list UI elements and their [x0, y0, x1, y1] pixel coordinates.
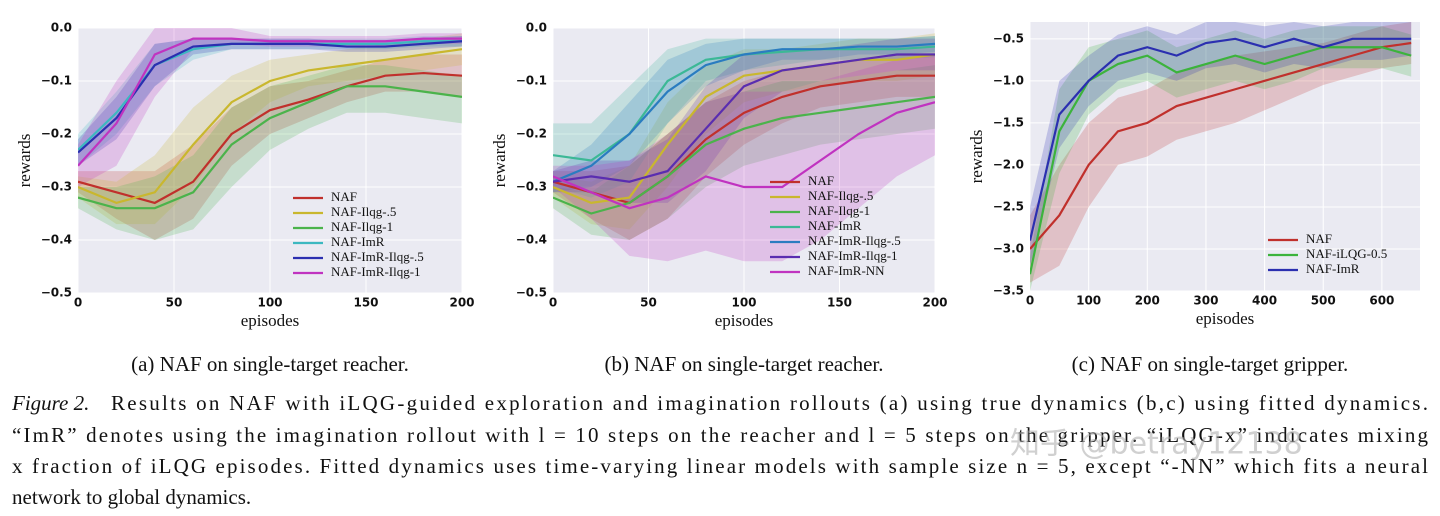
legend-label: NAF-ImR-NN: [808, 263, 885, 278]
y-tick-label: −3.5: [993, 284, 1024, 298]
caption-line: Results on NAF with iLQG-guided explorat…: [111, 391, 1428, 415]
line: [553, 53, 935, 183]
x-tick-label: 100: [257, 296, 282, 310]
x-tick-label: 50: [166, 296, 183, 310]
line: [553, 101, 935, 210]
line: [78, 40, 462, 154]
y-tick-label: 0.0: [526, 21, 547, 35]
y-tick-label: −0.1: [516, 74, 547, 88]
legend-label: NAF-ImR-Ilqg-1: [331, 264, 421, 279]
y-tick-label: −0.4: [516, 233, 547, 247]
y-tick-label: −0.2: [41, 127, 72, 141]
x-tick-label: 100: [1076, 294, 1101, 308]
line: [553, 42, 935, 183]
watermark: 知乎 @betray12138: [1010, 427, 1303, 462]
y-tick-label: −0.5: [41, 286, 72, 300]
error-band: [553, 54, 935, 240]
y-tick-label: −0.3: [516, 180, 547, 194]
y-tick-label: −0.2: [516, 127, 547, 141]
legend-label: NAF-ImR: [331, 234, 385, 249]
legend-label: NAF: [808, 173, 834, 188]
error-band: [78, 54, 462, 240]
legend-label: NAF-Ilqg-1: [808, 203, 870, 218]
error-band: [78, 33, 462, 225]
x-tick-label: 200: [1135, 294, 1160, 308]
line: [78, 37, 462, 167]
x-tick-label: 200: [922, 296, 947, 310]
x-tick-label: 150: [353, 296, 378, 310]
line: [78, 48, 462, 205]
error-band: [1030, 22, 1412, 283]
x-tick-label: 600: [1369, 294, 1394, 308]
legend-label: NAF-ImR-Ilqg-.5: [808, 233, 901, 248]
legend-label: NAF-ImR: [1306, 261, 1360, 276]
y-tick-label: −0.5: [516, 286, 547, 300]
error-band: [553, 65, 935, 240]
caption-line: x fraction of iLQG episodes. Fitted dyna…: [12, 454, 1428, 478]
y-tick-label: −1.0: [993, 73, 1024, 87]
subplot-caption: (a) NAF on single-target reacher.: [131, 352, 409, 376]
y-tick-label: −0.5: [993, 31, 1024, 45]
x-tick-label: 200: [449, 296, 474, 310]
legend-label: NAF-Ilqg-1: [331, 219, 393, 234]
x-axis-label: episodes: [1196, 309, 1255, 328]
plot-content: [1030, 22, 1412, 291]
line: [1030, 41, 1412, 250]
plot-content: [553, 33, 935, 262]
error-band: [553, 54, 935, 262]
error-band: [553, 33, 935, 230]
error-band: [78, 28, 462, 187]
error-band: [553, 38, 935, 203]
error-band: [78, 35, 462, 166]
error-band: [78, 65, 462, 240]
line: [553, 53, 935, 205]
x-tick-label: 400: [1252, 294, 1277, 308]
x-tick-label: 500: [1311, 294, 1336, 308]
y-axis-label: rewards: [490, 134, 509, 188]
y-axis-label: rewards: [967, 130, 986, 184]
subplot-caption: (b) NAF on single-target reacher.: [605, 352, 884, 376]
x-tick-label: 300: [1193, 294, 1218, 308]
y-tick-label: −0.1: [41, 74, 72, 88]
legend-label: NAF: [331, 189, 357, 204]
error-band: [553, 35, 935, 198]
legend-label: NAF-ImR-Ilqg-.5: [331, 249, 424, 264]
x-tick-label: 0: [549, 296, 557, 310]
x-axis-label: episodes: [715, 311, 774, 330]
y-tick-label: −2.5: [993, 199, 1024, 213]
x-tick-label: 0: [1026, 294, 1034, 308]
legend-label: NAF-ImR-Ilqg-1: [808, 248, 898, 263]
x-axis-label: episodes: [241, 311, 300, 330]
y-tick-label: −1.5: [993, 115, 1024, 129]
y-tick-label: 0.0: [51, 21, 72, 35]
legend-label: NAF-Ilqg-.5: [331, 204, 396, 219]
legend-label: NAF: [1306, 231, 1332, 246]
line: [1030, 37, 1412, 241]
y-axis-label: rewards: [15, 134, 34, 188]
legend-label: NAF-Ilqg-.5: [808, 188, 873, 203]
line: [78, 85, 462, 210]
figure-label: Figure 2.: [11, 391, 89, 415]
subplot-caption: (c) NAF on single-target gripper.: [1072, 352, 1349, 376]
plot-content: [78, 28, 462, 240]
legend-label: NAF-ImR: [808, 218, 862, 233]
error-band: [1030, 26, 1412, 291]
y-tick-label: −0.3: [41, 180, 72, 194]
y-tick-label: −0.4: [41, 233, 72, 247]
error-band: [78, 35, 462, 166]
x-tick-label: 100: [731, 296, 756, 310]
line: [78, 71, 462, 205]
x-tick-label: 50: [640, 296, 657, 310]
y-tick-label: −3.0: [993, 241, 1024, 255]
legend-label: NAF-iLQG-0.5: [1306, 246, 1387, 261]
x-tick-label: 150: [827, 296, 852, 310]
line: [553, 95, 935, 215]
y-tick-label: −2.0: [993, 157, 1024, 171]
x-tick-label: 0: [74, 296, 82, 310]
caption-line: network to global dynamics.: [12, 485, 251, 509]
